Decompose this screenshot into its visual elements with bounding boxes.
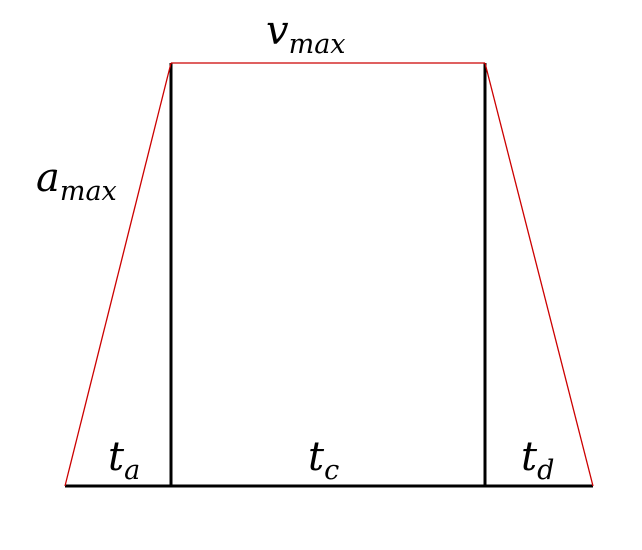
deceleration-ramp-line: [485, 63, 593, 486]
amax-label: amax: [36, 155, 117, 207]
vmax-label: vmax: [266, 8, 346, 60]
tc-label: tc: [308, 434, 339, 486]
td-label: td: [521, 434, 554, 486]
ta-label: ta: [108, 434, 140, 486]
acceleration-ramp-line: [65, 63, 171, 486]
